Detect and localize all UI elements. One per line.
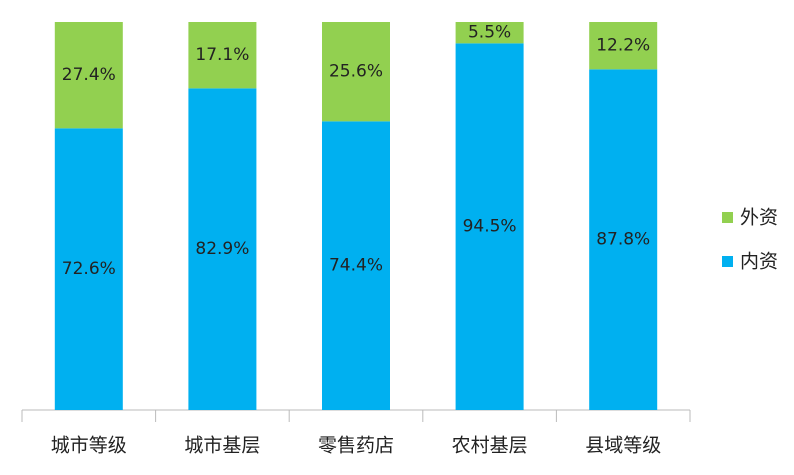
bar-segment xyxy=(188,22,257,89)
legend-swatch xyxy=(722,256,733,267)
data-label: 74.4% xyxy=(329,256,383,276)
data-label: 17.1% xyxy=(195,45,249,65)
data-label: 94.5% xyxy=(463,217,517,237)
bar-segment xyxy=(589,22,658,70)
data-label: 25.6% xyxy=(329,62,383,82)
data-label: 87.8% xyxy=(596,230,650,250)
data-label: 27.4% xyxy=(62,65,116,85)
x-tick-label: 县域等级 xyxy=(585,435,661,457)
bar-segment xyxy=(589,69,658,410)
x-tick-label: 零售药店 xyxy=(318,435,394,457)
bar-segment xyxy=(188,88,257,411)
legend-label: 内资 xyxy=(740,251,778,273)
x-tick-label: 城市基层 xyxy=(184,435,260,457)
x-tick-label: 城市等级 xyxy=(51,435,127,457)
legend-swatch xyxy=(722,212,733,223)
bar-segment xyxy=(54,128,123,410)
bar-segment xyxy=(455,43,524,411)
bar-segment xyxy=(455,22,524,44)
legend-label: 外资 xyxy=(740,207,778,229)
bar-segment xyxy=(54,22,123,129)
bar-segment xyxy=(322,121,390,410)
data-label: 5.5% xyxy=(468,23,511,43)
data-label: 72.6% xyxy=(62,259,116,279)
data-label: 12.2% xyxy=(596,36,650,56)
x-tick-label: 农村基层 xyxy=(452,435,528,457)
bar-segment xyxy=(322,22,390,122)
data-label: 82.9% xyxy=(195,239,249,259)
